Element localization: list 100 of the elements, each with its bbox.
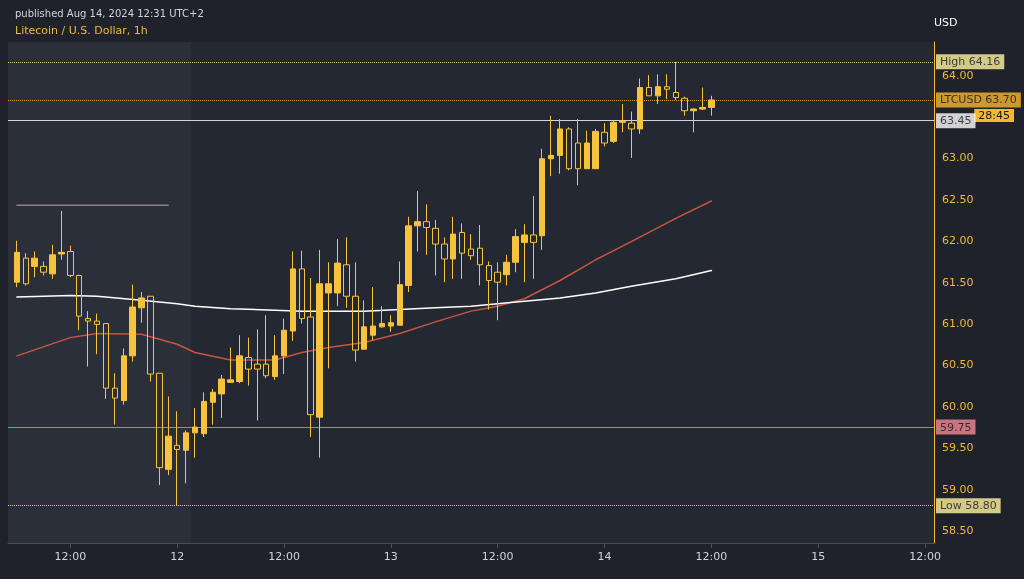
y-tick-label: 60.50 bbox=[942, 358, 974, 372]
candlestick bbox=[121, 347, 127, 406]
candlestick bbox=[566, 126, 572, 171]
candlestick bbox=[628, 111, 635, 159]
candlestick bbox=[690, 107, 697, 133]
candlestick bbox=[156, 372, 163, 486]
y-tick-label: 62.00 bbox=[942, 234, 974, 248]
line-series bbox=[16, 269, 713, 312]
x-tick-label: 12:00 bbox=[54, 550, 87, 563]
candlestick bbox=[673, 61, 679, 101]
y-tick-label: 59.50 bbox=[942, 441, 974, 455]
candlestick bbox=[503, 254, 510, 286]
candlestick bbox=[272, 334, 278, 381]
candlestick bbox=[147, 295, 154, 383]
candlestick bbox=[49, 244, 56, 280]
candlestick bbox=[530, 195, 537, 280]
candlestick bbox=[40, 260, 47, 277]
ref-line-label: LTCUSD 63.70 bbox=[940, 93, 1017, 107]
candlestick bbox=[388, 314, 394, 333]
candlestick bbox=[379, 305, 385, 329]
x-tick-label: 12:00 bbox=[909, 550, 941, 563]
y-tick-label: 58.50 bbox=[942, 524, 974, 538]
line-series bbox=[16, 200, 713, 361]
candlestick bbox=[316, 249, 323, 459]
candlestick bbox=[539, 148, 545, 251]
candlestick bbox=[165, 395, 172, 476]
candlestick bbox=[601, 122, 608, 147]
candlestick bbox=[584, 130, 590, 170]
candlestick bbox=[76, 274, 82, 331]
x-tick-label: 12:00 bbox=[268, 550, 300, 563]
candlestick bbox=[361, 299, 367, 350]
y-tick-label: 60.00 bbox=[942, 399, 974, 413]
candlestick bbox=[441, 236, 448, 283]
x-tick-label: 15 bbox=[811, 550, 826, 563]
y-tick-label: 59.00 bbox=[942, 482, 974, 496]
candlestick bbox=[619, 103, 626, 133]
candlestick bbox=[254, 328, 261, 421]
ref-line-label: High 64.16 bbox=[940, 55, 1001, 69]
candlestick bbox=[281, 318, 287, 375]
x-tick-label: 13 bbox=[383, 550, 398, 563]
candlestick bbox=[370, 286, 376, 341]
candlestick bbox=[432, 219, 439, 277]
candlestick bbox=[468, 233, 474, 261]
candlestick bbox=[405, 216, 412, 293]
candlestick bbox=[352, 261, 359, 363]
candlestick bbox=[575, 118, 581, 186]
y-axis-title: USD bbox=[934, 16, 958, 29]
candlestick bbox=[343, 236, 350, 309]
candlestick bbox=[646, 74, 652, 97]
candlestick bbox=[592, 128, 599, 170]
candlestick bbox=[210, 388, 216, 426]
x-tick-label: 12:00 bbox=[481, 550, 514, 563]
candlestick bbox=[423, 203, 430, 256]
candlestick bbox=[14, 240, 20, 288]
candlestick bbox=[610, 120, 617, 144]
candlestick bbox=[192, 407, 198, 459]
text: 28:45 bbox=[978, 108, 1010, 122]
candlestick bbox=[245, 337, 252, 387]
candlestick bbox=[94, 313, 100, 355]
candlestick bbox=[521, 223, 528, 283]
y-tick-label: 63.00 bbox=[942, 151, 974, 165]
candlestick bbox=[67, 245, 74, 278]
ref-line-label: 63.45 bbox=[940, 114, 972, 128]
y-tick-label: 61.00 bbox=[942, 317, 974, 331]
candlestick bbox=[414, 190, 421, 253]
candlestick bbox=[477, 224, 483, 286]
candlestick bbox=[459, 222, 465, 280]
candlestick bbox=[494, 261, 501, 321]
x-tick-label: 14 bbox=[597, 550, 612, 563]
candlestick bbox=[236, 334, 243, 384]
candlestick bbox=[129, 284, 136, 363]
x-tick-label: 12 bbox=[170, 550, 185, 563]
chart-title: Litecoin / U.S. Dollar, 1h bbox=[15, 24, 148, 37]
candlestick bbox=[548, 115, 554, 177]
ref-line-label: 59.75 bbox=[940, 420, 972, 434]
y-tick-label: 62.50 bbox=[942, 192, 974, 206]
candlestick bbox=[23, 252, 29, 286]
candlestick bbox=[183, 429, 189, 484]
candlestick bbox=[299, 250, 305, 325]
candlestick bbox=[290, 251, 296, 342]
candlestick bbox=[325, 261, 332, 369]
chart-subtitle: published Aug 14, 2024 12:31 UTC+2 bbox=[15, 7, 204, 19]
candlestick bbox=[218, 374, 225, 419]
candlestick bbox=[174, 410, 180, 507]
candlestick bbox=[334, 238, 341, 307]
candlestick bbox=[138, 291, 145, 324]
candlestick bbox=[31, 251, 38, 278]
candlestick bbox=[263, 314, 269, 379]
y-tick-label: 64.00 bbox=[942, 68, 974, 82]
candlestick bbox=[85, 310, 91, 368]
candlestick bbox=[397, 260, 403, 326]
candlestick bbox=[557, 118, 563, 175]
candlestick bbox=[450, 216, 456, 280]
candlestick bbox=[112, 372, 118, 426]
y-tick-label: 61.50 bbox=[942, 275, 974, 289]
candlestick bbox=[512, 228, 519, 273]
ref-line-label: Low 58.80 bbox=[940, 499, 997, 513]
x-tick-label: 12:00 bbox=[695, 550, 728, 563]
candlestick bbox=[486, 260, 492, 310]
candlestick bbox=[227, 347, 234, 383]
